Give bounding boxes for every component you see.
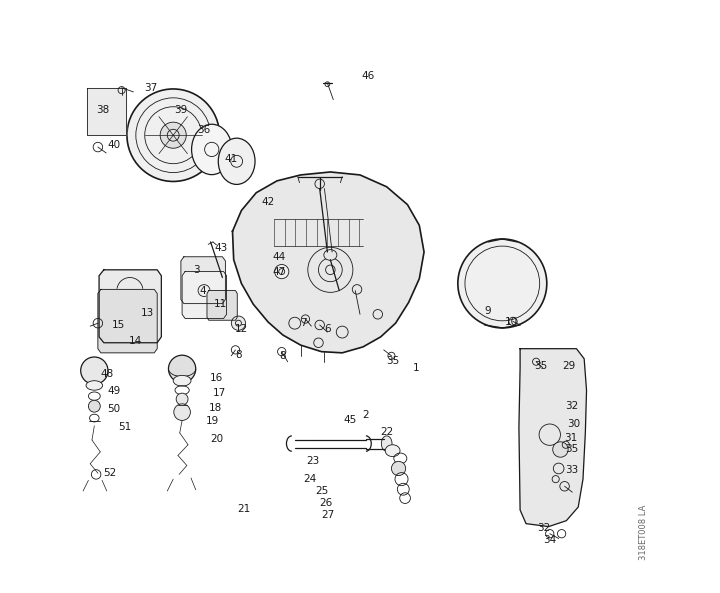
Text: 29: 29 [563,362,576,371]
Polygon shape [207,291,238,320]
Text: 34: 34 [543,535,557,544]
Circle shape [274,264,289,279]
Text: 30: 30 [567,419,580,429]
Text: 24: 24 [303,474,316,484]
Text: 318ET008 LA: 318ET008 LA [639,505,648,560]
Text: 42: 42 [261,197,275,206]
Circle shape [127,89,220,181]
Text: 11: 11 [214,299,228,309]
Text: 6: 6 [324,324,330,334]
Ellipse shape [174,375,191,386]
Text: 22: 22 [380,427,393,436]
Text: 35: 35 [534,362,547,371]
Text: 43: 43 [214,243,228,253]
Ellipse shape [218,138,255,184]
Text: 14: 14 [129,336,143,346]
Text: 15: 15 [112,320,125,330]
Text: 20: 20 [210,434,223,444]
Text: 13: 13 [141,308,154,318]
Text: 27: 27 [321,510,334,519]
Circle shape [458,239,546,328]
Text: 2: 2 [363,410,369,420]
Text: 33: 33 [565,466,578,475]
Text: 47: 47 [272,267,285,276]
Text: 18: 18 [210,403,222,413]
Text: 46: 46 [361,71,374,81]
Ellipse shape [385,445,400,457]
Circle shape [231,316,246,330]
Ellipse shape [86,381,103,390]
Text: 35: 35 [565,445,578,454]
Text: 45: 45 [343,415,356,425]
Polygon shape [519,349,587,527]
Text: 51: 51 [118,422,131,432]
Text: 41: 41 [225,154,238,164]
Text: 4: 4 [199,286,206,295]
Text: 19: 19 [207,416,220,426]
Text: 38: 38 [96,105,110,114]
Polygon shape [233,172,424,353]
Text: 23: 23 [306,457,319,466]
Polygon shape [99,270,161,343]
Text: 16: 16 [210,374,223,383]
Text: 36: 36 [197,126,211,135]
Text: 7: 7 [300,318,307,328]
Text: 9: 9 [484,307,491,316]
Circle shape [553,442,568,457]
Text: 26: 26 [319,498,332,508]
Text: 48: 48 [100,369,114,378]
Text: 32: 32 [565,401,578,411]
Text: 39: 39 [174,105,187,114]
Polygon shape [182,272,227,318]
Text: 40: 40 [107,141,120,150]
Text: 31: 31 [564,433,577,442]
Text: 32: 32 [537,523,551,533]
Polygon shape [181,257,225,304]
Text: 3: 3 [194,265,200,275]
Ellipse shape [382,436,392,451]
Polygon shape [87,88,126,135]
Text: 50: 50 [107,404,120,414]
Text: 17: 17 [213,388,226,398]
Ellipse shape [324,250,337,260]
Polygon shape [98,289,157,353]
Text: 10: 10 [505,317,518,327]
Circle shape [176,393,188,405]
Text: 21: 21 [238,504,251,514]
Text: 35: 35 [386,356,399,365]
Circle shape [81,357,108,384]
Text: 12: 12 [235,324,248,334]
Text: 44: 44 [272,252,285,262]
Text: 49: 49 [107,387,120,396]
Circle shape [168,355,196,382]
Text: 1: 1 [413,363,420,372]
Circle shape [89,400,100,412]
Text: 8: 8 [235,350,242,359]
Circle shape [392,461,405,476]
Ellipse shape [192,125,232,174]
Text: 37: 37 [145,83,158,93]
Text: 8: 8 [279,351,287,361]
Text: 25: 25 [315,486,328,496]
Circle shape [174,404,190,420]
Text: 52: 52 [103,468,117,478]
Circle shape [160,122,186,148]
